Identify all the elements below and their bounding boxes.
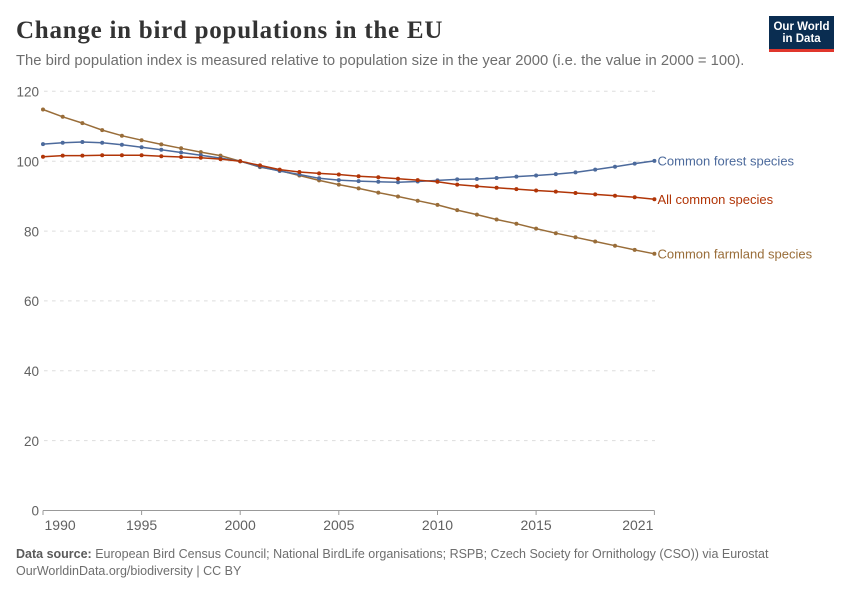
- svg-text:2005: 2005: [323, 517, 354, 533]
- svg-text:All common species: All common species: [658, 192, 774, 207]
- svg-text:0: 0: [31, 504, 39, 519]
- svg-text:100: 100: [16, 154, 39, 169]
- svg-text:40: 40: [24, 364, 39, 379]
- svg-text:60: 60: [24, 294, 39, 309]
- svg-text:80: 80: [24, 224, 39, 239]
- svg-text:2021: 2021: [622, 517, 653, 533]
- svg-text:1995: 1995: [126, 517, 157, 533]
- svg-text:2010: 2010: [422, 517, 453, 533]
- svg-text:Common forest species: Common forest species: [658, 154, 795, 169]
- svg-text:2000: 2000: [225, 517, 256, 533]
- svg-text:2015: 2015: [521, 517, 552, 533]
- svg-text:120: 120: [16, 85, 39, 100]
- svg-text:1990: 1990: [45, 517, 76, 533]
- svg-text:20: 20: [24, 434, 39, 449]
- svg-text:Common farmland species: Common farmland species: [658, 246, 813, 261]
